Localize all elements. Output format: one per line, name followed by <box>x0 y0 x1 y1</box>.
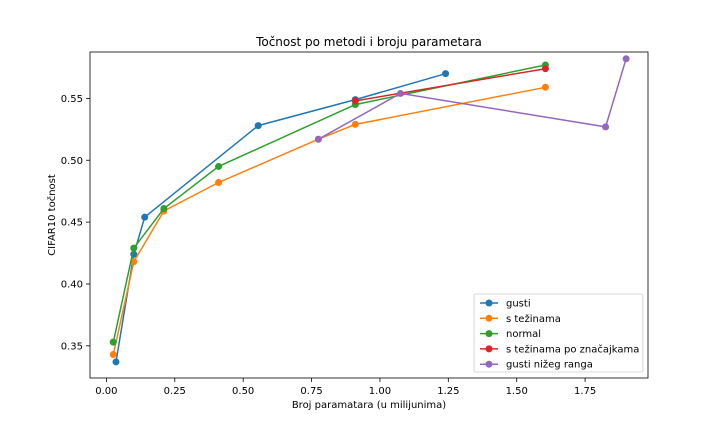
data-point <box>215 179 223 187</box>
legend-item: s težinama <box>480 313 561 325</box>
series-3 <box>351 65 549 105</box>
data-point <box>622 55 630 63</box>
legend-swatch-marker <box>485 314 493 322</box>
data-point <box>109 338 117 346</box>
data-point <box>442 70 450 78</box>
data-point <box>109 350 117 358</box>
data-point <box>130 244 138 252</box>
legend-item: gusti <box>480 299 531 310</box>
legend-item: normal <box>480 329 541 340</box>
plot-frame <box>89 51 649 379</box>
y-tick-label: 0.55 <box>61 94 83 105</box>
x-tick-label: 1.00 <box>369 386 391 397</box>
data-point <box>130 258 138 266</box>
data-point <box>112 358 120 366</box>
series-1 <box>109 83 549 358</box>
chart-title: Točnost po metodi i broju parametara <box>255 35 482 49</box>
legend-item: gusti nižeg ranga <box>480 359 593 371</box>
y-tick-label: 0.45 <box>61 218 83 229</box>
legend-swatch-marker <box>485 360 493 368</box>
y-axis: 0.35 0.40 0.45 0.50 0.55 <box>61 94 90 352</box>
series-line <box>355 67 546 102</box>
series-2 <box>109 61 549 346</box>
x-tick-label: 1.50 <box>506 386 528 397</box>
legend-item: s težinama po značajkama <box>480 343 639 355</box>
data-point <box>141 213 149 221</box>
legend: gusti s težinama normal s težinama po znača… <box>473 293 644 373</box>
legend-label: gusti nižeg ranga <box>506 359 593 371</box>
y-tick-label: 0.50 <box>61 156 83 167</box>
data-point <box>254 122 262 130</box>
x-tick-label: 0.50 <box>232 386 254 397</box>
data-point <box>351 97 359 105</box>
series-line <box>318 58 627 140</box>
legend-swatch-marker <box>485 330 493 338</box>
x-axis-label: Broj paramatara (u milijunima) <box>292 400 446 411</box>
x-tick-label: 1.75 <box>574 386 596 397</box>
legend-swatch-marker <box>485 299 493 307</box>
data-point <box>351 120 359 128</box>
y-axis-label: CIFAR10 točnost <box>46 174 58 256</box>
legend-label: s težinama po značajkama <box>506 343 639 355</box>
plot-area <box>89 51 649 379</box>
x-tick-label: 0.25 <box>164 386 186 397</box>
data-point <box>602 123 610 131</box>
legend-label: normal <box>506 329 541 340</box>
data-point <box>160 205 168 213</box>
legend-swatch-marker <box>485 345 493 353</box>
data-point <box>541 65 549 73</box>
x-tick-label: 0.75 <box>300 386 322 397</box>
series-line <box>112 64 546 343</box>
legend-label: s težinama <box>506 313 561 325</box>
data-point <box>396 89 404 97</box>
data-point <box>541 83 549 91</box>
y-tick-label: 0.35 <box>61 341 83 352</box>
x-tick-label: 1.25 <box>437 386 459 397</box>
data-point <box>215 162 223 170</box>
series-4 <box>314 55 630 143</box>
series-0 <box>112 70 450 366</box>
x-axis: 0.00 0.25 0.50 0.75 1.00 1.25 1.50 1.75 <box>95 378 596 397</box>
y-tick-label: 0.40 <box>61 279 83 290</box>
legend-label: gusti <box>506 299 531 310</box>
legend-box <box>473 293 644 373</box>
data-point <box>314 135 322 143</box>
x-tick-label: 0.00 <box>95 386 117 397</box>
